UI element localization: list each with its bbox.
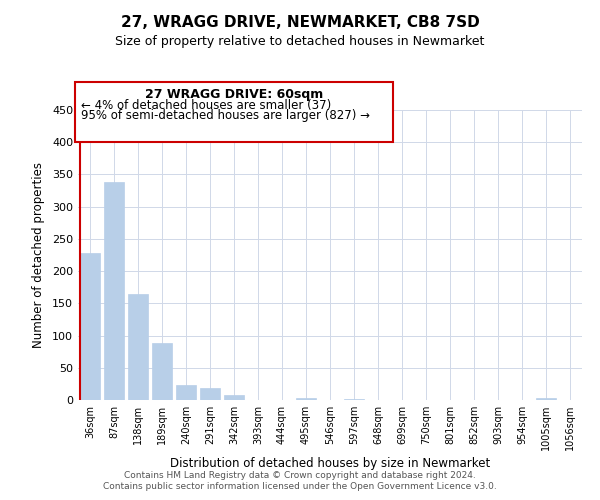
Bar: [104, 182, 124, 400]
Bar: [152, 342, 172, 400]
Text: 95% of semi-detached houses are larger (827) →: 95% of semi-detached houses are larger (…: [81, 110, 370, 122]
Text: 27 WRAGG DRIVE: 60sqm: 27 WRAGG DRIVE: 60sqm: [145, 88, 323, 101]
Text: ← 4% of detached houses are smaller (37): ← 4% of detached houses are smaller (37): [81, 100, 331, 112]
Bar: [536, 398, 556, 400]
Bar: [200, 388, 220, 400]
Text: Contains HM Land Registry data © Crown copyright and database right 2024.: Contains HM Land Registry data © Crown c…: [124, 471, 476, 480]
Y-axis label: Number of detached properties: Number of detached properties: [32, 162, 45, 348]
Text: 27, WRAGG DRIVE, NEWMARKET, CB8 7SD: 27, WRAGG DRIVE, NEWMARKET, CB8 7SD: [121, 15, 479, 30]
Bar: [224, 396, 244, 400]
Bar: [344, 398, 364, 400]
Text: Contains public sector information licensed under the Open Government Licence v3: Contains public sector information licen…: [103, 482, 497, 491]
Bar: [176, 385, 196, 400]
Bar: [128, 294, 148, 400]
X-axis label: Distribution of detached houses by size in Newmarket: Distribution of detached houses by size …: [170, 457, 490, 470]
Text: Size of property relative to detached houses in Newmarket: Size of property relative to detached ho…: [115, 35, 485, 48]
Bar: [296, 398, 316, 400]
Bar: [80, 253, 100, 400]
